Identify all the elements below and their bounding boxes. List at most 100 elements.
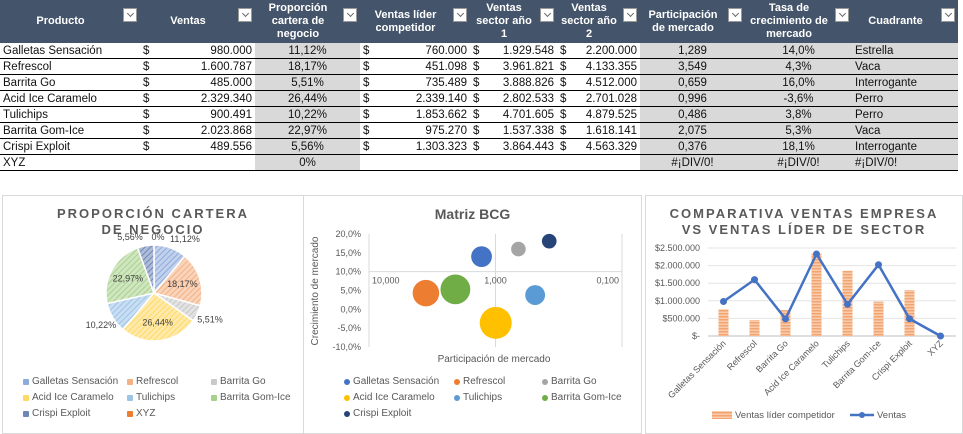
cell-proporcion[interactable]: 5,51% xyxy=(255,74,360,91)
bcg-chart-panel[interactable]: Matriz BCG 10,000 1,000 0,100 20,0% 15,0% 10,… xyxy=(303,195,642,434)
cell-s1[interactable] xyxy=(470,154,557,171)
cell-producto[interactable]: Barrita Gom-Ice xyxy=(0,122,140,139)
cell-producto[interactable]: Galletas Sensación xyxy=(0,43,140,59)
cell-tasa[interactable]: #¡DIV/0! xyxy=(745,154,852,171)
cell-s2[interactable]: $4.133.355 xyxy=(557,58,640,75)
cell-part[interactable]: #¡DIV/0! xyxy=(640,154,745,171)
cell-ventas[interactable]: $1.600.787 xyxy=(140,58,255,75)
cell-proporcion[interactable]: 10,22% xyxy=(255,106,360,123)
cell-tasa[interactable]: 14,0% xyxy=(745,43,852,59)
cell-s1[interactable]: $1.929.548 xyxy=(470,43,557,59)
cell-proporcion[interactable]: 0% xyxy=(255,154,360,171)
legend-item[interactable]: Galletas Sensación xyxy=(23,376,127,387)
cell-ventas[interactable]: $485.000 xyxy=(140,74,255,91)
cell-cuadrante[interactable]: Vaca xyxy=(852,122,958,139)
legend-item[interactable]: Crispi Exploit xyxy=(344,408,454,419)
cell-ventas[interactable]: $980.000 xyxy=(140,43,255,59)
filter-dropdown-icon[interactable] xyxy=(540,8,554,22)
legend-label: Refrescol xyxy=(136,376,179,387)
cell-lider[interactable]: $1.303.323 xyxy=(360,138,470,155)
cell-s2[interactable]: $4.563.329 xyxy=(557,138,640,155)
cell-s2[interactable]: $4.879.525 xyxy=(557,106,640,123)
cell-s2[interactable]: $1.618.141 xyxy=(557,122,640,139)
cell-s2[interactable]: $2.200.000 xyxy=(557,43,640,59)
pie-chart-panel[interactable]: PROPORCIÓN CARTERA DE NEGOCIO 11,12% 18,1… xyxy=(2,195,304,434)
cell-part[interactable]: 3,549 xyxy=(640,58,745,75)
filter-dropdown-icon[interactable] xyxy=(453,8,467,22)
legend-item[interactable]: XYZ xyxy=(127,408,211,419)
cell-part[interactable]: 2,075 xyxy=(640,122,745,139)
legend-item[interactable]: Tulichips xyxy=(127,392,211,403)
cell-lider[interactable]: $975.270 xyxy=(360,122,470,139)
cell-s1[interactable]: $3.888.826 xyxy=(470,74,557,91)
cell-proporcion[interactable]: 5,56% xyxy=(255,138,360,155)
cell-lider[interactable]: $2.339.140 xyxy=(360,90,470,107)
cell-lider[interactable]: $760.000 xyxy=(360,43,470,59)
cell-cuadrante[interactable]: #¡DIV/0! xyxy=(852,154,958,171)
filter-dropdown-icon[interactable] xyxy=(238,8,252,22)
cell-s1[interactable]: $1.537.338 xyxy=(470,122,557,139)
cell-ventas[interactable]: $2.023.868 xyxy=(140,122,255,139)
cell-part[interactable]: 0,376 xyxy=(640,138,745,155)
cell-proporcion[interactable]: 11,12% xyxy=(255,43,360,59)
cell-tasa[interactable]: 18,1% xyxy=(745,138,852,155)
legend-item[interactable]: Tulichips xyxy=(454,392,542,403)
cell-s1[interactable]: $4.701.605 xyxy=(470,106,557,123)
legend-item[interactable]: Barrita Go xyxy=(542,376,637,387)
legend-item[interactable]: Barrita Gom-Ice xyxy=(542,392,637,403)
cell-cuadrante[interactable]: Interrogante xyxy=(852,138,958,155)
cell-producto[interactable]: Barrita Go xyxy=(0,74,140,91)
cell-tasa[interactable]: -3,6% xyxy=(745,90,852,107)
cell-tasa[interactable]: 4,3% xyxy=(745,58,852,75)
cell-ventas[interactable]: $489.556 xyxy=(140,138,255,155)
cell-producto[interactable]: Acid Ice Caramelo xyxy=(0,90,140,107)
cell-ventas[interactable]: $2.329.340 xyxy=(140,90,255,107)
cell-producto[interactable]: XYZ xyxy=(0,154,140,171)
cell-s1[interactable]: $3.961.821 xyxy=(470,58,557,75)
filter-dropdown-icon[interactable] xyxy=(941,8,955,22)
filter-dropdown-icon[interactable] xyxy=(623,8,637,22)
cell-producto[interactable]: Crispi Exploit xyxy=(0,138,140,155)
filter-dropdown-icon[interactable] xyxy=(835,8,849,22)
legend-item[interactable]: Refrescol xyxy=(127,376,211,387)
filter-dropdown-icon[interactable] xyxy=(728,8,742,22)
cell-s2[interactable]: $4.512.000 xyxy=(557,74,640,91)
cell-part[interactable]: 0,659 xyxy=(640,74,745,91)
cell-cuadrante[interactable]: Perro xyxy=(852,90,958,107)
cell-s2[interactable] xyxy=(557,154,640,171)
cell-cuadrante[interactable]: Perro xyxy=(852,106,958,123)
cell-lider[interactable]: $451.098 xyxy=(360,58,470,75)
cell-lider[interactable]: $1.853.662 xyxy=(360,106,470,123)
cell-tasa[interactable]: 5,3% xyxy=(745,122,852,139)
cell-producto[interactable]: Refrescol xyxy=(0,58,140,75)
filter-dropdown-icon[interactable] xyxy=(123,8,137,22)
cell-ventas[interactable] xyxy=(140,154,255,171)
legend-item[interactable]: Refrescol xyxy=(454,376,542,387)
cell-ventas[interactable]: $900.491 xyxy=(140,106,255,123)
legend-item[interactable]: Crispi Exploit xyxy=(23,408,127,419)
legend-item[interactable]: Barrita Go xyxy=(211,376,301,387)
legend-item[interactable]: Acid Ice Caramelo xyxy=(344,392,454,403)
cell-tasa[interactable]: 3,8% xyxy=(745,106,852,123)
cell-proporcion[interactable]: 18,17% xyxy=(255,58,360,75)
filter-dropdown-icon[interactable] xyxy=(343,8,357,22)
cell-producto[interactable]: Tulichips xyxy=(0,106,140,123)
cell-proporcion[interactable]: 22,97% xyxy=(255,122,360,139)
cell-cuadrante[interactable]: Vaca xyxy=(852,58,958,75)
legend-item[interactable]: Acid Ice Caramelo xyxy=(23,392,127,403)
cell-cuadrante[interactable]: Interrogante xyxy=(852,74,958,91)
cell-part[interactable]: 1,289 xyxy=(640,43,745,59)
cell-s2[interactable]: $2.701.028 xyxy=(557,90,640,107)
legend-item[interactable]: Barrita Gom-Ice xyxy=(211,392,301,403)
cell-s1[interactable]: $3.864.443 xyxy=(470,138,557,155)
cell-cuadrante[interactable]: Estrella xyxy=(852,43,958,59)
cell-proporcion[interactable]: 26,44% xyxy=(255,90,360,107)
legend-item[interactable]: Galletas Sensación xyxy=(344,376,454,387)
bar-chart-panel[interactable]: COMPARATIVA VENTAS EMPRESA VS VENTAS LÍD… xyxy=(645,195,963,434)
cell-tasa[interactable]: 16,0% xyxy=(745,74,852,91)
cell-s1[interactable]: $2.802.533 xyxy=(470,90,557,107)
cell-lider[interactable]: $735.489 xyxy=(360,74,470,91)
cell-part[interactable]: 0,996 xyxy=(640,90,745,107)
cell-lider[interactable] xyxy=(360,154,470,171)
cell-part[interactable]: 0,486 xyxy=(640,106,745,123)
